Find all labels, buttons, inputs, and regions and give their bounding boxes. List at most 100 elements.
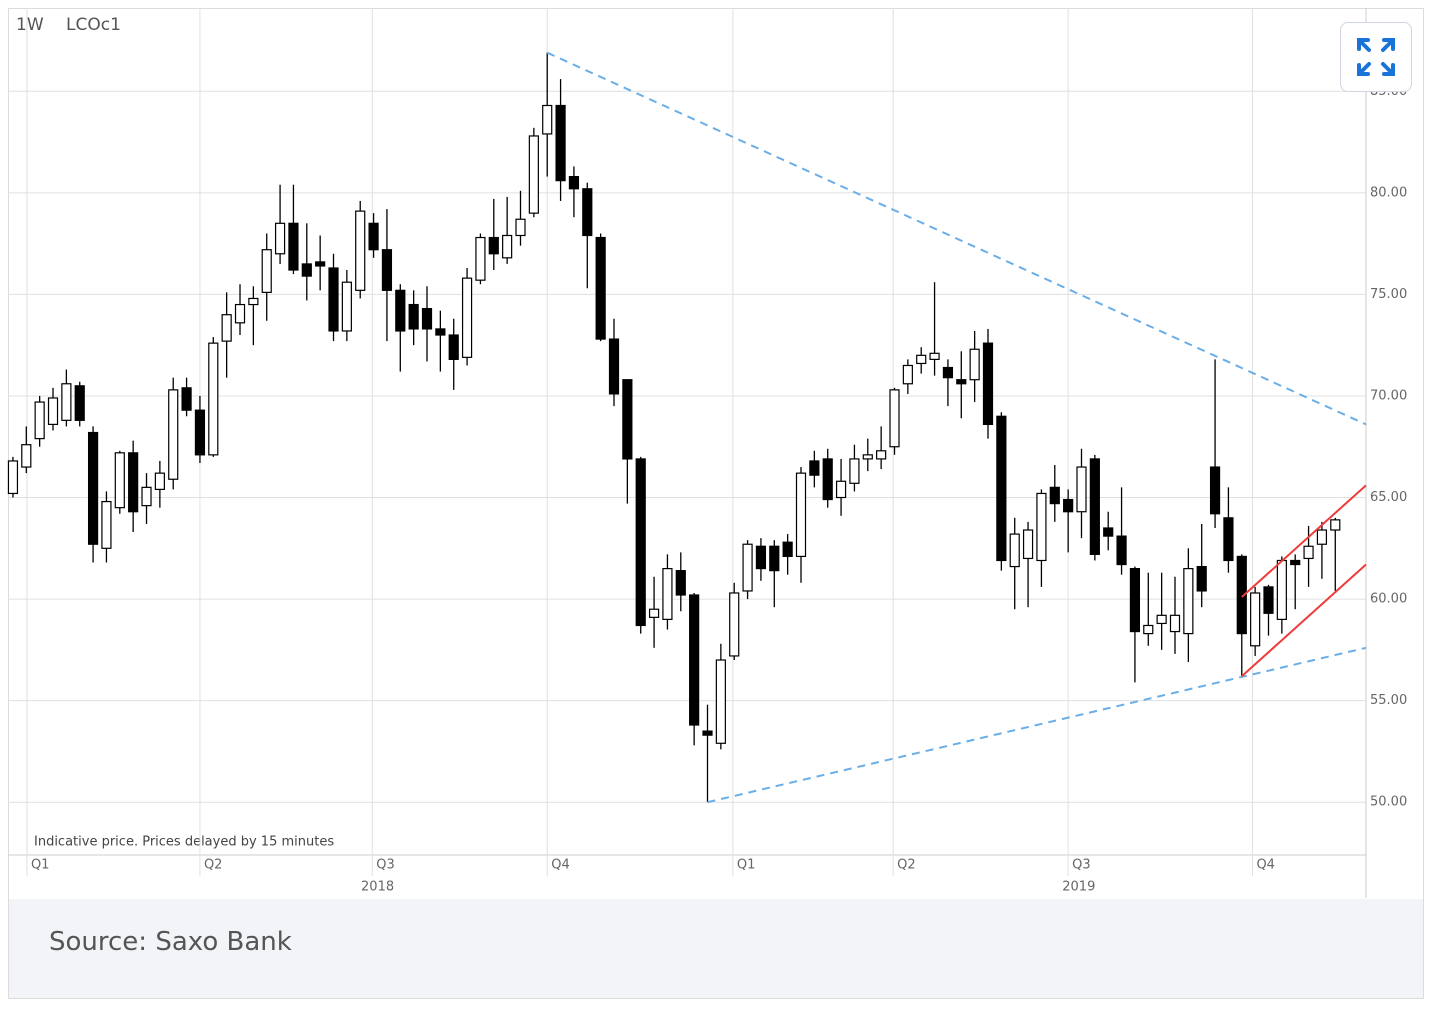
candle-body: [421, 308, 433, 330]
candle-body: [542, 104, 553, 135]
x-tick-label: Q2: [204, 858, 223, 873]
candle-body: [876, 450, 887, 460]
candle-body: [234, 303, 246, 324]
candle-body: [1290, 559, 1301, 566]
candle-body: [568, 175, 580, 190]
candle-body: [1009, 533, 1020, 568]
candle-body: [141, 486, 152, 507]
expand-icon: [1357, 38, 1395, 76]
candle-body: [582, 188, 593, 237]
candle-body: [835, 480, 847, 499]
candle-body: [675, 570, 686, 596]
candle-body: [689, 594, 700, 726]
candle-body: [1129, 568, 1141, 633]
interval: 1W: [16, 15, 44, 35]
x-tick-label: Q3: [1072, 858, 1091, 873]
candle-body: [982, 342, 994, 425]
candle-body: [461, 277, 473, 358]
candle-body: [742, 543, 753, 592]
candle-body: [488, 236, 499, 255]
y-tick-label: 70.00: [1370, 388, 1407, 403]
candle-body: [315, 261, 326, 267]
candle-body: [274, 222, 286, 255]
candle-body: [822, 458, 833, 501]
candle-body: [715, 659, 726, 744]
candle-body: [61, 383, 72, 421]
candle-body: [1223, 517, 1234, 562]
y-tick-label: 80.00: [1370, 185, 1407, 200]
x-tick-label: Q2: [897, 858, 916, 873]
candle-body: [515, 218, 526, 237]
candle-body: [1316, 529, 1328, 545]
candle-body: [288, 222, 299, 271]
candle-body: [87, 431, 99, 545]
candle-body: [769, 545, 780, 572]
year-label: 2019: [1062, 880, 1095, 895]
candle-body: [755, 545, 767, 570]
trend-line: [1241, 484, 1367, 598]
x-tick-label: Q4: [551, 858, 570, 873]
candle-body: [1116, 535, 1127, 566]
candle-body: [916, 354, 927, 365]
candle-body: [128, 452, 139, 513]
candle-body: [608, 338, 620, 395]
x-tick-label: Q4: [1256, 858, 1275, 873]
candle-body: [729, 592, 740, 657]
expand-button[interactable]: [1340, 22, 1412, 92]
y-tick-label: 60.00: [1370, 592, 1407, 607]
candle-body: [221, 314, 232, 342]
candle-body: [74, 385, 85, 421]
candle-body: [355, 210, 366, 291]
candle-body: [1063, 498, 1074, 513]
candle-body: [21, 444, 32, 468]
symbol: LCOc1: [66, 15, 121, 35]
candle-body: [181, 387, 192, 411]
y-tick-label: 55.00: [1370, 693, 1407, 708]
candle-body: [1156, 614, 1167, 625]
candle-body: [1143, 624, 1154, 635]
trend-line: [707, 646, 1367, 804]
footer: Source: Saxo Bank: [9, 899, 1423, 998]
candle-body: [101, 500, 112, 549]
candle-body: [1036, 492, 1047, 562]
candle-body: [956, 379, 967, 385]
candle-body: [1250, 592, 1261, 647]
candle-body: [702, 730, 713, 736]
candle-body: [782, 541, 793, 558]
candle-body: [248, 297, 259, 306]
candle-body: [368, 222, 379, 251]
candle-body: [1076, 466, 1087, 513]
trend-line: [1241, 563, 1367, 678]
candle-body: [408, 303, 419, 330]
candle-body: [1236, 555, 1247, 635]
candle-body: [1276, 559, 1287, 620]
candle-body: [849, 458, 860, 484]
candle-body: [208, 342, 219, 456]
x-tick-label: Q3: [376, 858, 395, 873]
candle-body: [341, 281, 352, 332]
candle-body: [1022, 529, 1034, 560]
candle-body: [261, 249, 272, 293]
year-label: 2018: [361, 880, 394, 895]
candle-body: [902, 364, 913, 385]
candle-body: [1049, 486, 1060, 505]
candle-body: [328, 267, 339, 332]
candle-body: [1263, 586, 1274, 614]
candle-body: [1196, 565, 1207, 592]
candle-body: [1209, 466, 1221, 515]
candle-body: [1330, 519, 1341, 531]
candle-body: [435, 328, 446, 336]
candle-body: [942, 366, 954, 379]
candle-body: [648, 608, 660, 618]
candle-body: [381, 249, 393, 291]
candle-body: [154, 472, 165, 490]
candle-body: [47, 397, 59, 425]
candle-body: [395, 289, 406, 332]
y-tick-label: 65.00: [1370, 490, 1407, 505]
y-tick-label: 75.00: [1370, 287, 1407, 302]
x-tick-label: Q1: [31, 858, 50, 873]
candle-body: [929, 352, 940, 360]
candle-body: [1089, 458, 1100, 555]
candle-body: [194, 409, 206, 456]
